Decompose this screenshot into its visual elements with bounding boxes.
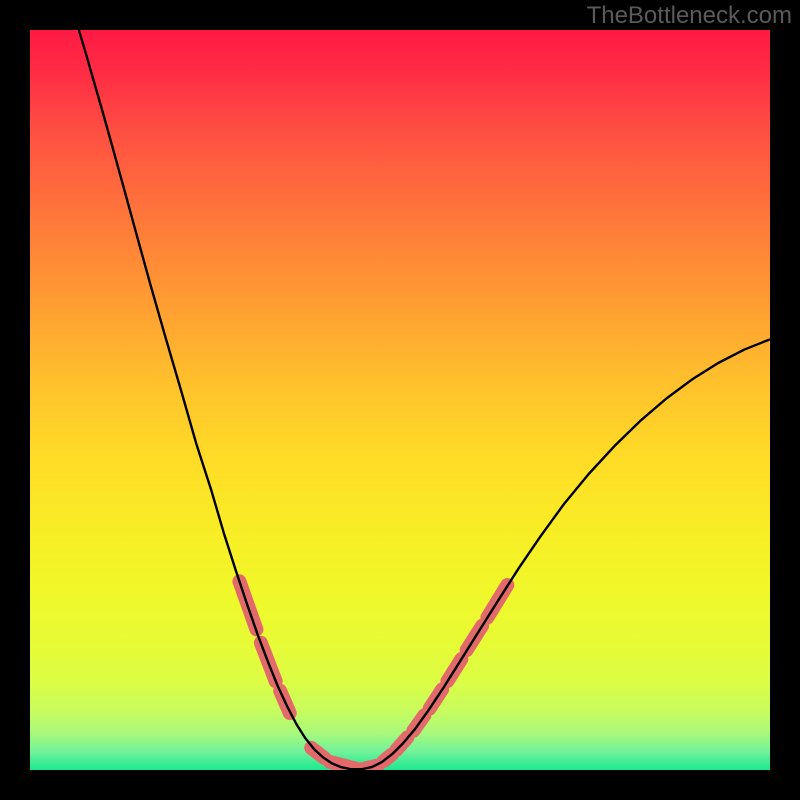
bottleneck-curve (79, 30, 770, 769)
marker-segments (239, 581, 507, 769)
plot-svg (30, 30, 770, 770)
plot-frame (30, 30, 770, 770)
watermark-text: TheBottleneck.com (587, 2, 792, 30)
